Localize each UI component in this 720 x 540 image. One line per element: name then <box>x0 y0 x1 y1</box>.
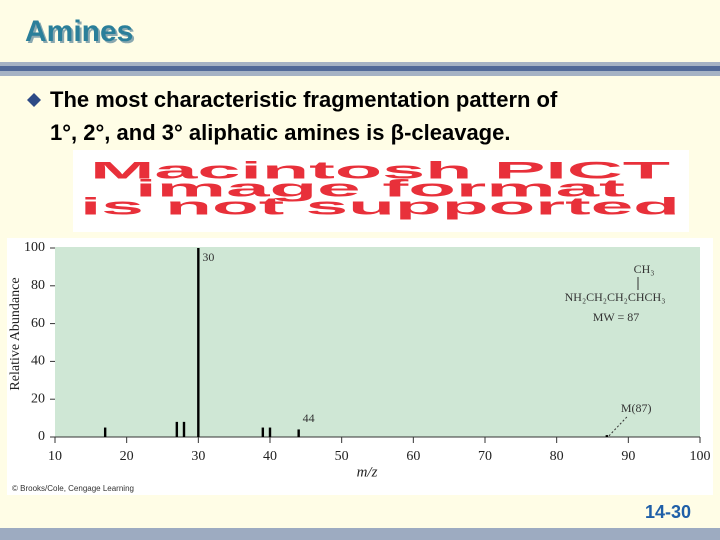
x-tick-label: 90 <box>621 449 635 464</box>
bar <box>197 248 200 437</box>
structure-label: CH₃ <box>634 262 655 276</box>
top-stripe-dark <box>0 66 720 71</box>
bar <box>103 427 107 437</box>
x-tick-label: 100 <box>690 449 711 464</box>
x-tick-label: 70 <box>478 449 492 464</box>
annotation-leader <box>608 416 628 437</box>
x-axis-label: m/z <box>357 464 378 480</box>
placeholder-text: image format <box>135 175 625 202</box>
bar <box>182 421 186 437</box>
x-tick-label: 60 <box>406 449 420 464</box>
y-tick-label: 100 <box>24 240 45 255</box>
structure-label: MW = 87 <box>593 310 640 324</box>
x-tick-label: 20 <box>120 449 134 464</box>
placeholder-box <box>73 150 689 232</box>
y-tick-label: 80 <box>31 278 45 293</box>
page-number: 14-30 <box>645 502 691 522</box>
bar <box>268 427 272 437</box>
y-axis-label: Relative Abundance <box>8 277 23 390</box>
x-tick-label: 50 <box>335 449 349 464</box>
placeholder-text: is not supported <box>80 193 680 220</box>
x-tick-label: 80 <box>550 449 564 464</box>
x-tick-label: 10 <box>48 449 62 464</box>
bullet-line: The most characteristic fragmentation pa… <box>50 87 558 112</box>
placeholder-text: Macintosh PICT <box>90 157 671 184</box>
bar <box>261 427 265 437</box>
bullet-marker <box>27 93 41 107</box>
annotation: M(87) <box>621 401 652 415</box>
bar <box>175 421 179 437</box>
y-tick-label: 40 <box>31 354 45 369</box>
structure-label: NH₂CH₂CH₂CHCH₃ <box>565 290 666 304</box>
x-tick-label: 30 <box>191 449 205 464</box>
title-shadow: Amines <box>27 17 135 50</box>
annotation: 44 <box>303 411 315 425</box>
y-tick-label: 0 <box>38 429 45 444</box>
x-tick-label: 40 <box>263 449 277 464</box>
bar <box>605 435 609 437</box>
plot-area <box>55 247 700 437</box>
credit: © Brooks/Cole, Cengage Learning <box>12 484 134 493</box>
bullet-line: 1°, 2°, and 3° aliphatic amines is β-cle… <box>50 120 510 145</box>
y-tick-label: 60 <box>31 316 45 331</box>
bottom-stripe <box>0 528 720 540</box>
title: Amines <box>25 15 133 48</box>
bar <box>297 429 300 437</box>
y-tick-label: 20 <box>31 391 45 406</box>
annotation: 30 <box>202 250 214 264</box>
